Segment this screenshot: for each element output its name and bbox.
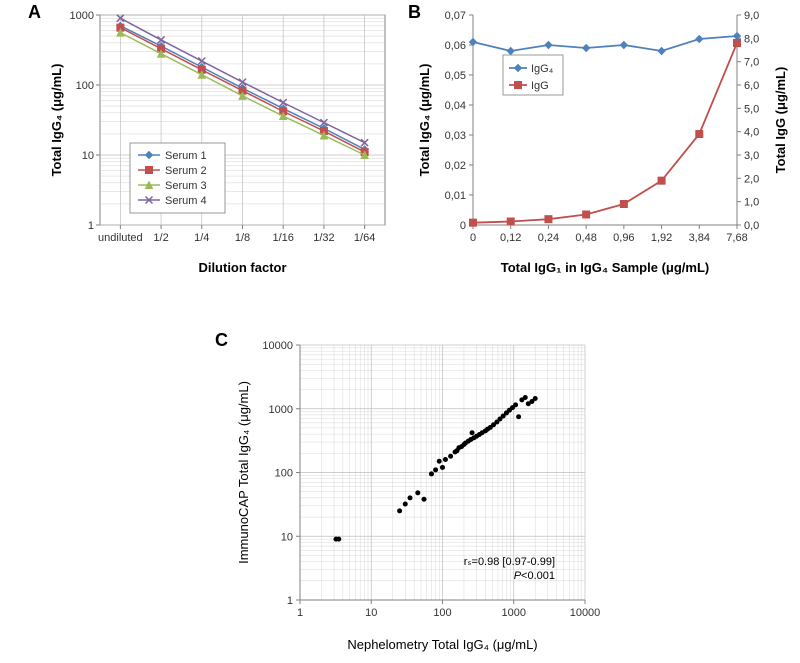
panel-label-c: C — [215, 330, 228, 351]
svg-text:1000: 1000 — [70, 10, 94, 22]
svg-text:1/64: 1/64 — [354, 232, 375, 244]
chart-c-svg: 1 10 100 1000 10000 1 10 100 1000 10000 rₛ=0.98 [0… — [230, 335, 600, 655]
svg-text:9,0: 9,0 — [744, 10, 759, 22]
svg-text:Serum 2: Serum 2 — [165, 165, 207, 177]
chart-panel-c: 1 10 100 1000 10000 1 10 100 1000 10000 rₛ=0.98 [0… — [230, 335, 600, 655]
svg-text:0: 0 — [460, 220, 466, 232]
svg-text:0,07: 0,07 — [445, 10, 466, 22]
svg-text:10000: 10000 — [570, 607, 600, 619]
svg-text:1/8: 1/8 — [235, 232, 250, 244]
svg-text:P<0.001: P<0.001 — [514, 570, 555, 582]
svg-text:1: 1 — [297, 607, 303, 619]
svg-text:0,01: 0,01 — [445, 190, 466, 202]
svg-text:1: 1 — [88, 220, 94, 232]
svg-text:1/16: 1/16 — [273, 232, 294, 244]
svg-text:Serum 3: Serum 3 — [165, 180, 207, 192]
svg-text:0,03: 0,03 — [445, 130, 466, 142]
panel-label-a: A — [28, 2, 41, 23]
svg-text:Total IgG (μg/mL): Total IgG (μg/mL) — [773, 67, 788, 174]
svg-text:0,0: 0,0 — [744, 220, 759, 232]
svg-text:3,84: 3,84 — [689, 232, 710, 244]
svg-text:100: 100 — [275, 468, 293, 480]
svg-text:10: 10 — [82, 150, 94, 162]
svg-text:4,0: 4,0 — [744, 127, 759, 139]
svg-text:100: 100 — [433, 607, 451, 619]
svg-text:Serum 1: Serum 1 — [165, 150, 207, 162]
svg-text:Total IgG₄ (μg/mL): Total IgG₄ (μg/mL) — [417, 64, 432, 177]
svg-text:10: 10 — [281, 531, 293, 543]
svg-text:IgG: IgG — [531, 80, 549, 92]
svg-text:0: 0 — [470, 232, 476, 244]
svg-text:Serum 4: Serum 4 — [165, 195, 207, 207]
svg-text:Nephelometry Total IgG₄ (μg/mL: Nephelometry Total IgG₄ (μg/mL) — [347, 637, 537, 652]
chart-panel-a: 1 10 100 1000 undiluted 1/2 1/4 1/8 1/16 1/32 1/64… — [45, 5, 400, 280]
svg-text:IgG₄: IgG₄ — [531, 63, 554, 75]
svg-text:3,0: 3,0 — [744, 150, 759, 162]
svg-text:1/32: 1/32 — [313, 232, 334, 244]
svg-text:2,0: 2,0 — [744, 173, 759, 185]
chart-b-svg: 0 0,01 0,02 0,03 0,04 0,05 0,06 0,07 0,0 1,0 2,0 3,… — [415, 5, 795, 280]
svg-text:0,12: 0,12 — [500, 232, 521, 244]
svg-text:10: 10 — [365, 607, 377, 619]
svg-text:0,96: 0,96 — [613, 232, 634, 244]
svg-text:Dilution factor: Dilution factor — [198, 260, 286, 275]
svg-text:1: 1 — [287, 595, 293, 607]
svg-text:ImmunoCAP Total IgG₄ (μg/mL): ImmunoCAP Total IgG₄ (μg/mL) — [236, 381, 251, 564]
svg-text:10000: 10000 — [262, 340, 293, 352]
svg-text:Total IgG₁ in IgG₄ Sample (μg/: Total IgG₁ in IgG₄ Sample (μg/mL) — [501, 260, 710, 275]
svg-text:0,48: 0,48 — [575, 232, 596, 244]
svg-text:1/4: 1/4 — [194, 232, 209, 244]
svg-text:1/2: 1/2 — [153, 232, 168, 244]
svg-text:5,0: 5,0 — [744, 103, 759, 115]
svg-text:7,0: 7,0 — [744, 57, 759, 69]
svg-text:0,02: 0,02 — [445, 160, 466, 172]
svg-text:Total IgG₄ (μg/mL): Total IgG₄ (μg/mL) — [49, 64, 64, 177]
figure-root: A 1101001000undiluted1/21/41/81/161/321/… — [0, 0, 800, 663]
svg-text:0,04: 0,04 — [445, 100, 466, 112]
svg-text:0,05: 0,05 — [445, 70, 466, 82]
svg-text:100: 100 — [76, 80, 94, 92]
svg-text:1000: 1000 — [269, 404, 293, 416]
svg-text:6,0: 6,0 — [744, 80, 759, 92]
svg-text:7,68: 7,68 — [726, 232, 747, 244]
svg-text:0,24: 0,24 — [538, 232, 559, 244]
svg-text:1,0: 1,0 — [744, 197, 759, 209]
svg-text:8,0: 8,0 — [744, 33, 759, 45]
svg-text:1000: 1000 — [502, 607, 526, 619]
chart-panel-b: 0 0,01 0,02 0,03 0,04 0,05 0,06 0,07 0,0 1,0 2,0 3,… — [415, 5, 795, 280]
svg-text:1,92: 1,92 — [651, 232, 672, 244]
svg-text:undiluted: undiluted — [98, 232, 143, 244]
svg-text:0,06: 0,06 — [445, 40, 466, 52]
chart-a-svg: 1 10 100 1000 undiluted 1/2 1/4 1/8 1/16 1/32 1/64… — [45, 5, 400, 280]
svg-text:rₛ=0.98 [0.97-0.99]: rₛ=0.98 [0.97-0.99] — [464, 556, 555, 568]
